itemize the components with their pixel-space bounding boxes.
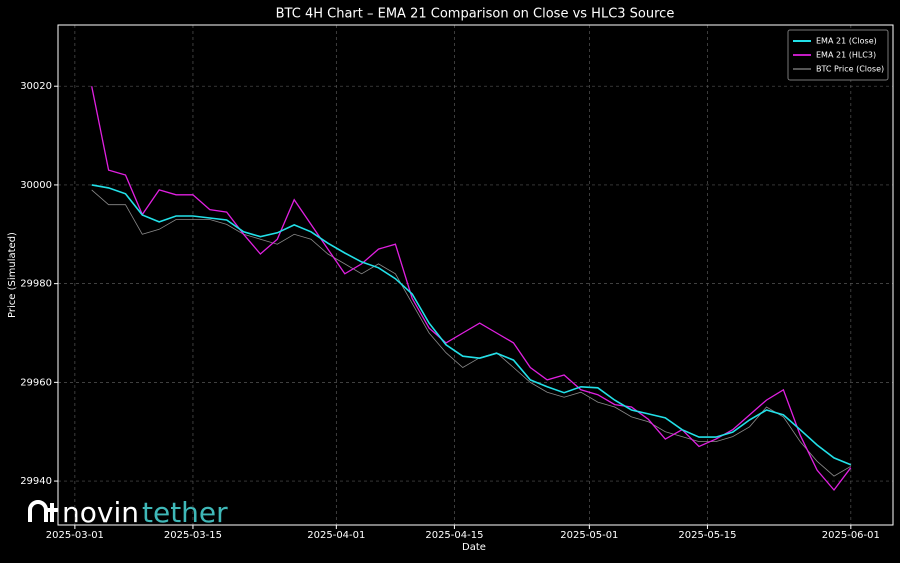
logo-icon xyxy=(28,500,58,522)
watermark-text: novin xyxy=(62,496,139,529)
x-tick-label: 2025-06-01 xyxy=(822,530,880,541)
x-tick-label: 2025-04-01 xyxy=(307,530,365,541)
chart-title: BTC 4H Chart – EMA 21 Comparison on Clos… xyxy=(276,7,675,22)
x-tick-label: 2025-03-15 xyxy=(164,530,222,541)
y-tick-label: 29940 xyxy=(20,476,52,487)
legend-label: BTC Price (Close) xyxy=(816,65,884,74)
legend-label: EMA 21 (Close) xyxy=(816,37,877,46)
y-tick-label: 30000 xyxy=(20,180,52,191)
x-tick-label: 2025-05-15 xyxy=(678,530,736,541)
legend: EMA 21 (Close) EMA 21 (HLC3) BTC Price (Cl… xyxy=(787,29,889,81)
line-series xyxy=(91,184,852,466)
y-tick-label: 30020 xyxy=(20,81,52,92)
y-tick-label: 29960 xyxy=(20,377,52,388)
line-series xyxy=(91,189,852,477)
legend-box xyxy=(787,29,889,81)
x-tick-label: 2025-05-01 xyxy=(560,530,618,541)
y-axis-label: Price (Simulated) xyxy=(7,232,18,318)
x-tick-label: 2025-04-15 xyxy=(425,530,483,541)
x-axis-label: Date xyxy=(462,542,486,553)
watermark-text: tether xyxy=(142,496,228,529)
legend-label: EMA 21 (HLC3) xyxy=(816,51,876,60)
y-tick-label: 29980 xyxy=(20,279,52,290)
watermark: novin tether xyxy=(28,496,228,529)
x-tick-label: 2025-03-01 xyxy=(46,530,104,541)
plot-frame xyxy=(57,24,894,526)
